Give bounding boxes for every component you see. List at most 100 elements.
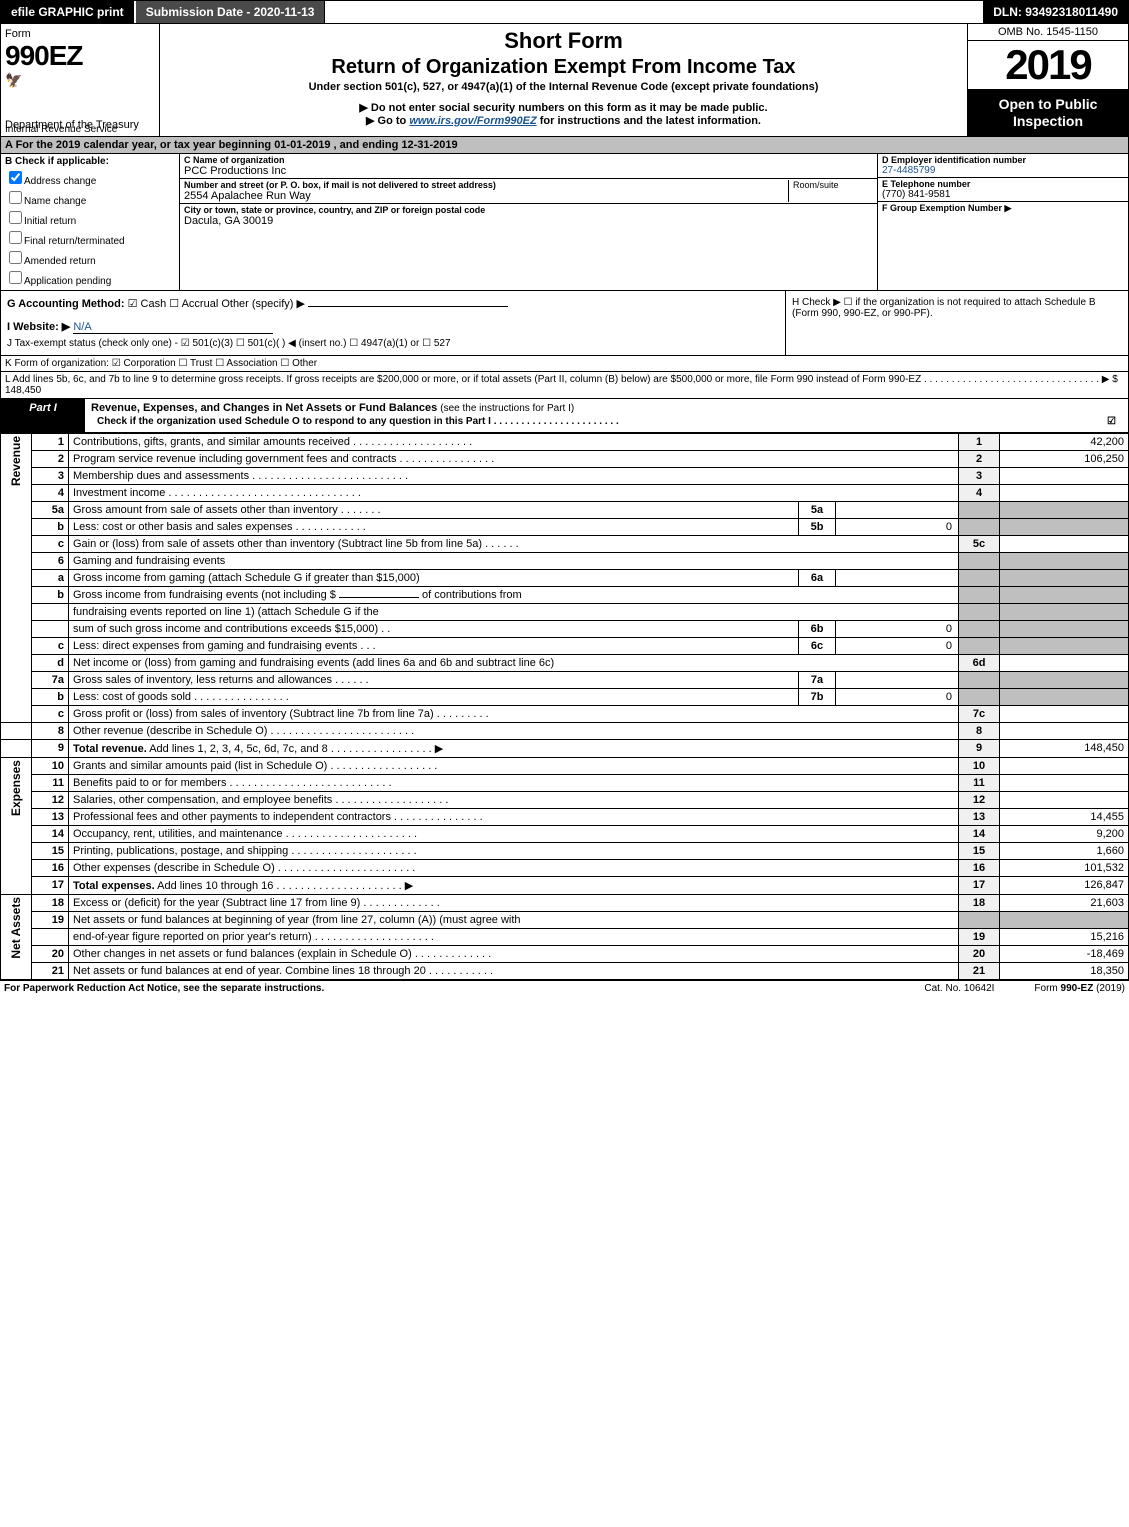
city-label: City or town, state or province, country… (184, 205, 873, 215)
line-1: Revenue 1Contributions, gifts, grants, a… (1, 433, 1129, 450)
header-right-cell: OMB No. 1545-1150 2019 Open to Public In… (968, 24, 1128, 136)
name-change-checkbox[interactable]: Name change (5, 188, 175, 207)
revenue-vertical-label: Revenue (1, 433, 32, 722)
box-b: B Check if applicable: Address change Na… (1, 154, 180, 290)
line-7a: 7aGross sales of inventory, less returns… (1, 671, 1129, 688)
group-exemption-label: F Group Exemption Number ▶ (882, 203, 1124, 214)
top-bar: efile GRAPHIC print Submission Date - 20… (0, 0, 1129, 24)
page-footer: For Paperwork Reduction Act Notice, see … (0, 980, 1129, 996)
line-7c: cGross profit or (loss) from sales of in… (1, 705, 1129, 722)
line-6d: dNet income or (loss) from gaming and fu… (1, 654, 1129, 671)
goto-text: ▶ Go to www.irs.gov/Form990EZ for instru… (164, 114, 963, 127)
info-grid: B Check if applicable: Address change Na… (0, 154, 1129, 291)
website-value: N/A (73, 321, 273, 334)
street-label: Number and street (or P. O. box, if mail… (184, 180, 784, 190)
expenses-vertical-label: Expenses (1, 757, 32, 894)
amended-return-checkbox[interactable]: Amended return (5, 248, 175, 267)
box-h: H Check ▶ ☐ if the organization is not r… (785, 291, 1128, 355)
goto-link[interactable]: www.irs.gov/Form990EZ (409, 115, 536, 127)
room-suite-label: Room/suite (789, 180, 873, 202)
ein-label: D Employer identification number (882, 155, 1124, 165)
check-o-text: Check if the organization used Schedule … (97, 416, 619, 427)
line-17: 17Total expenses. Add lines 10 through 1… (1, 876, 1129, 894)
form-header: Form 990EZ 🦅 Department of the Treasury … (0, 24, 1129, 137)
line-6b-3: sum of such gross income and contributio… (1, 620, 1129, 637)
address-change-checkbox[interactable]: Address change (5, 168, 175, 187)
line-8: 8Other revenue (describe in Schedule O) … (1, 722, 1129, 739)
return-title: Return of Organization Exempt From Incom… (164, 56, 963, 79)
line-4: 4Investment income . . . . . . . . . . .… (1, 484, 1129, 501)
ein-value: 27-4485799 (882, 165, 1124, 176)
header-center-cell: Short Form Return of Organization Exempt… (160, 24, 968, 136)
box-def: D Employer identification number 27-4485… (877, 154, 1128, 290)
org-name-value: PCC Productions Inc (184, 165, 873, 177)
box-g-label: G Accounting Method: (7, 298, 125, 310)
donot-text: ▶ Do not enter social security numbers o… (164, 101, 963, 114)
line-19-2: end-of-year figure reported on prior yea… (1, 928, 1129, 945)
gh-left: G Accounting Method: Cash Accrual Other … (1, 291, 785, 355)
final-return-checkbox[interactable]: Final return/terminated (5, 228, 175, 247)
form-label: Form (5, 28, 155, 40)
line-18: Net Assets 18Excess or (deficit) for the… (1, 894, 1129, 911)
phone-label: E Telephone number (882, 179, 1124, 189)
line-6a: aGross income from gaming (attach Schedu… (1, 569, 1129, 586)
box-l: L Add lines 5b, 6c, and 7b to line 9 to … (0, 372, 1129, 399)
box-c: C Name of organization PCC Productions I… (180, 154, 877, 290)
line-10: Expenses 10Grants and similar amounts pa… (1, 757, 1129, 774)
line-14: 14Occupancy, rent, utilities, and mainte… (1, 825, 1129, 842)
line-11: 11Benefits paid to or for members . . . … (1, 774, 1129, 791)
line-5c: cGain or (loss) from sale of assets othe… (1, 535, 1129, 552)
eagle-icon: 🦅 (5, 72, 155, 89)
box-i-label: I Website: ▶ (7, 321, 70, 333)
cash-checkbox[interactable]: Cash (128, 298, 167, 310)
line-3: 3Membership dues and assessments . . . .… (1, 467, 1129, 484)
omb-number: OMB No. 1545-1150 (968, 24, 1128, 41)
line-20: 20Other changes in net assets or fund ba… (1, 945, 1129, 962)
dln-label: DLN: 93492318011490 (983, 1, 1128, 23)
line-5a: 5aGross amount from sale of assets other… (1, 501, 1129, 518)
line-16: 16Other expenses (describe in Schedule O… (1, 859, 1129, 876)
line-7b: bLess: cost of goods sold . . . . . . . … (1, 688, 1129, 705)
irs-label: Internal Revenue Service (5, 124, 117, 135)
line-15: 15Printing, publications, postage, and s… (1, 842, 1129, 859)
header-left-cell: Form 990EZ 🦅 Department of the Treasury … (1, 24, 160, 136)
gh-row: G Accounting Method: Cash Accrual Other … (0, 291, 1129, 356)
line-2: 2Program service revenue including gover… (1, 450, 1129, 467)
box-k: K Form of organization: ☑ Corporation ☐ … (0, 356, 1129, 372)
other-method-field[interactable] (308, 306, 508, 307)
netassets-vertical-label: Net Assets (1, 894, 32, 979)
phone-value: (770) 841-9581 (882, 189, 1124, 200)
accrual-checkbox[interactable]: Accrual (169, 298, 218, 310)
form-number: 990EZ (5, 40, 155, 72)
street-value: 2554 Apalachee Run Way (184, 190, 784, 202)
line-9: 9Total revenue. Add lines 1, 2, 3, 4, 5c… (1, 739, 1129, 757)
line-6b-2: fundraising events reported on line 1) (… (1, 603, 1129, 620)
form-page: efile GRAPHIC print Submission Date - 20… (0, 0, 1129, 996)
part1-tab: Part I (1, 399, 85, 432)
paperwork-notice: For Paperwork Reduction Act Notice, see … (4, 983, 324, 994)
form-footer-label: Form 990-EZ (2019) (1034, 983, 1125, 994)
submission-date-button[interactable]: Submission Date - 2020-11-13 (136, 1, 326, 23)
line-6: 6Gaming and fundraising events (1, 552, 1129, 569)
efile-print-button[interactable]: efile GRAPHIC print (1, 1, 136, 23)
initial-return-checkbox[interactable]: Initial return (5, 208, 175, 227)
line-12: 12Salaries, other compensation, and empl… (1, 791, 1129, 808)
part1-title: Revenue, Expenses, and Changes in Net As… (85, 399, 1128, 432)
line-6c: cLess: direct expenses from gaming and f… (1, 637, 1129, 654)
other-method-label: Other (specify) ▶ (221, 298, 305, 310)
goto-suffix: for instructions and the latest informat… (540, 115, 761, 127)
line-21: 21Net assets or fund balances at end of … (1, 962, 1129, 979)
short-form-title: Short Form (164, 28, 963, 54)
under-section-text: Under section 501(c), 527, or 4947(a)(1)… (164, 81, 963, 93)
check-o-checkbox[interactable]: ☑ (1107, 416, 1116, 427)
application-pending-checkbox[interactable]: Application pending (5, 268, 175, 287)
box-b-title: B Check if applicable: (5, 156, 175, 167)
line-6b-1: bGross income from fundraising events (n… (1, 586, 1129, 603)
tax-year: 2019 (968, 41, 1128, 90)
open-public-badge: Open to Public Inspection (968, 90, 1128, 136)
part1-table: Revenue 1Contributions, gifts, grants, a… (0, 433, 1129, 980)
city-value: Dacula, GA 30019 (184, 215, 873, 227)
line-19-1: 19Net assets or fund balances at beginni… (1, 911, 1129, 928)
goto-prefix: ▶ Go to (366, 115, 409, 127)
box-j-text: J Tax-exempt status (check only one) - ☑… (7, 338, 779, 349)
